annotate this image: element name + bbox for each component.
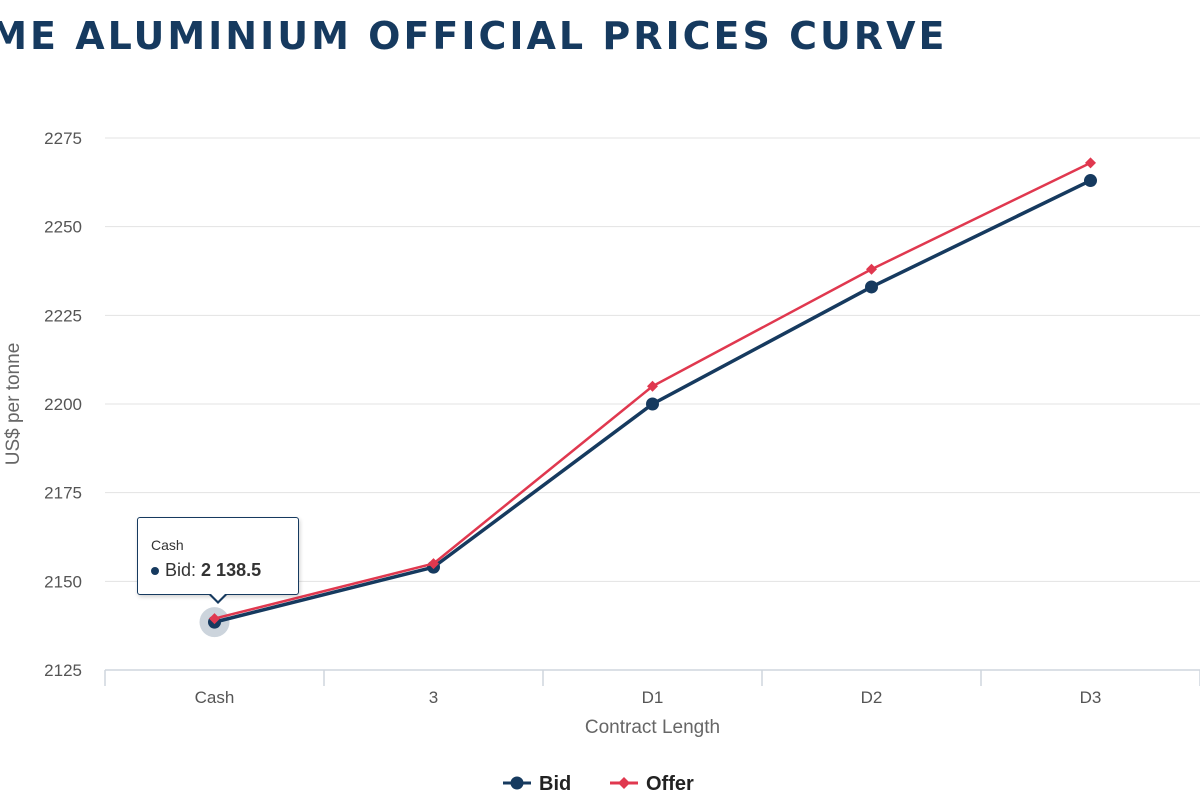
data-point-offer [647, 380, 658, 392]
x-tick-label: D2 [861, 688, 883, 707]
series-bid [208, 174, 1097, 629]
tooltip-value: 2 138.5 [201, 560, 262, 580]
y-tick-label: 2175 [44, 484, 82, 503]
y-axis-title: US$ per tonne [3, 343, 24, 466]
series-layer [199, 157, 1097, 638]
legend: Bid Offer [503, 773, 694, 795]
x-axis-tick-labels: Cash 3 D1 D2 D3 [195, 688, 1102, 707]
data-point-offer [428, 558, 439, 570]
data-point-offer [866, 263, 877, 275]
x-axis [104, 669, 1200, 686]
tooltip-pointer-fill [210, 593, 226, 601]
legend-item-offer: Offer [610, 773, 694, 795]
data-point-bid [646, 397, 659, 411]
data-point-bid [1084, 174, 1097, 188]
tooltip-series-label: Bid: [165, 560, 197, 580]
x-tick-label: 3 [429, 688, 438, 707]
y-tick-label: 2275 [44, 129, 82, 148]
y-tick-label: 2125 [44, 661, 82, 680]
legend-marker-offer [618, 777, 630, 789]
legend-item-bid: Bid [503, 773, 571, 795]
data-tooltip: Cash Bid: 2 138.5 [137, 517, 299, 604]
chart-title: LME ALUMINIUM OFFICIAL PRICES CURVE [0, 14, 948, 58]
legend-label-bid: Bid [539, 773, 571, 795]
tooltip-category: Cash [151, 537, 184, 553]
y-tick-label: 2150 [44, 572, 82, 591]
data-point-bid [865, 280, 878, 294]
x-tick-label: Cash [195, 688, 235, 707]
legend-marker-bid [510, 776, 524, 790]
x-axis-title: Contract Length [585, 717, 720, 738]
y-tick-label: 2250 [44, 218, 82, 237]
legend-label-offer: Offer [646, 773, 694, 795]
series-offer [209, 157, 1096, 625]
y-axis-tick-labels: 2125 2150 2175 2200 2225 2250 2275 [44, 129, 82, 680]
grid-lines [105, 137, 1200, 582]
y-tick-label: 2225 [44, 306, 82, 325]
data-point-offer [1085, 157, 1096, 169]
tooltip-series-dot [151, 567, 159, 576]
x-tick-label: D3 [1080, 688, 1102, 707]
x-tick-label: D1 [642, 688, 664, 707]
tooltip-row: Bid: 2 138.5 [151, 560, 298, 581]
y-tick-label: 2200 [44, 395, 82, 414]
data-point-offer [209, 613, 220, 625]
